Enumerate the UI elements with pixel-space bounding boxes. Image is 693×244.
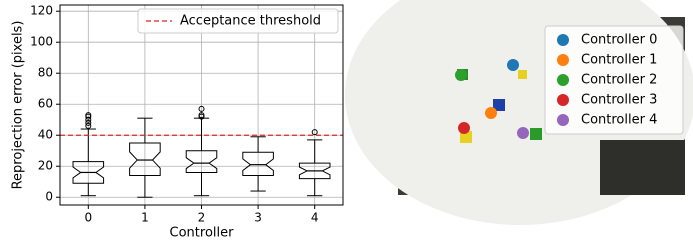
cube — [518, 70, 527, 79]
x-tick-label: 4 — [311, 211, 319, 225]
legend-label: Controller 3 — [581, 93, 657, 108]
x-tick-label: 3 — [254, 211, 262, 225]
legend-swatch — [557, 34, 569, 46]
page: 0 20 40 60 80 100 120 0 1 2 3 4 Acceptance threshold… — [0, 0, 693, 244]
cube — [530, 128, 542, 140]
legend-swatch — [557, 114, 569, 126]
y-axis-label: Reprojection error (pixels) — [11, 21, 26, 190]
x-axis-label: Controller — [170, 226, 235, 241]
y-tick-label: 80 — [38, 66, 53, 80]
figure: 0 20 40 60 80 100 120 0 1 2 3 4 Acceptance threshold… — [0, 0, 693, 244]
legend-swatch — [557, 94, 569, 106]
point — [485, 107, 497, 119]
x-tick-label: 1 — [141, 211, 149, 225]
legend-label: Controller 2 — [581, 73, 657, 88]
y-tick-label: 40 — [38, 128, 53, 142]
legend-swatch — [557, 74, 569, 86]
legend-label: Acceptance threshold — [180, 14, 321, 29]
point — [455, 69, 467, 81]
point — [517, 127, 529, 139]
y-tick-label: 120 — [30, 4, 53, 18]
point — [458, 122, 470, 134]
x-tick-label: 2 — [198, 211, 206, 225]
legend-swatch — [557, 54, 569, 66]
legend-label: Controller 4 — [581, 113, 657, 128]
point — [507, 59, 519, 71]
y-tick-label: 0 — [45, 190, 53, 204]
x-tick-label: 0 — [84, 211, 92, 225]
legend-label: Controller 0 — [581, 33, 657, 48]
y-tick-label: 60 — [38, 97, 53, 111]
y-tick-label: 100 — [30, 35, 53, 49]
y-tick-label: 20 — [38, 159, 53, 173]
photo-shadow — [600, 140, 685, 195]
legend-label: Controller 1 — [581, 53, 657, 68]
